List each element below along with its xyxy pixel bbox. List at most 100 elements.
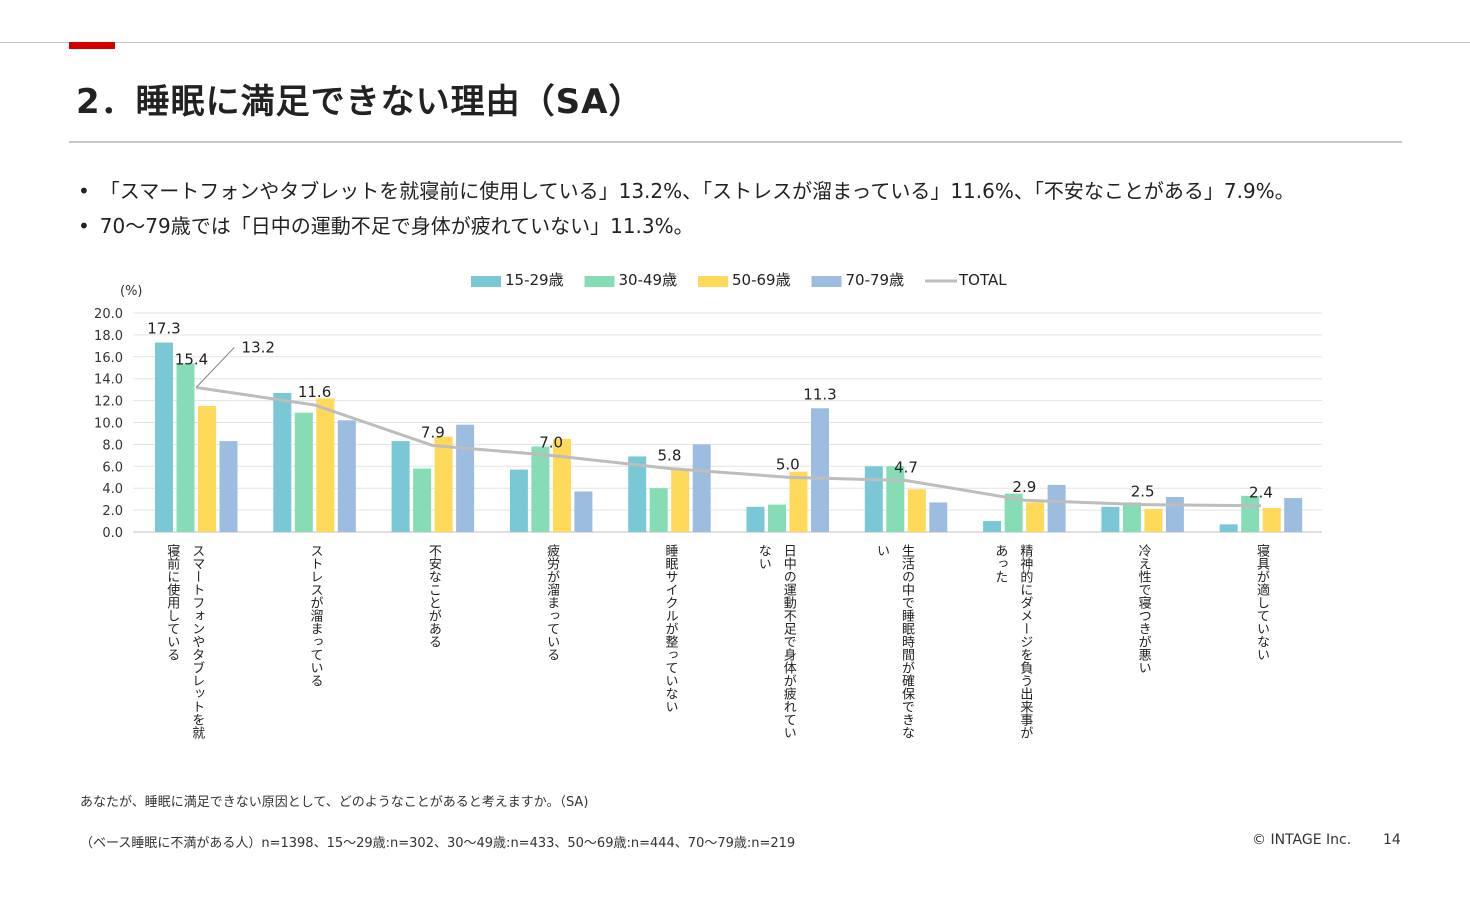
- bar: [413, 468, 432, 532]
- bar: [1144, 509, 1163, 532]
- page-title: 2．睡眠に満足できない理由（SA）: [76, 82, 644, 122]
- category-label-line: 生活の中で睡眠時間が確保できな: [899, 544, 915, 739]
- data-label: 11.3: [803, 385, 836, 403]
- y-tick-label: 4.0: [102, 482, 123, 497]
- bar: [219, 441, 238, 532]
- bar: [509, 469, 528, 532]
- data-label: 11.6: [298, 383, 331, 401]
- y-axis-unit: (%): [120, 284, 143, 299]
- bar: [671, 469, 690, 532]
- data-label-leader: [195, 347, 235, 388]
- category-label-line: スマートフォンやタブレットを就: [189, 544, 205, 739]
- category-label: スマートフォンやタブレットを就 寝前に使用している: [159, 544, 209, 739]
- bar: [198, 406, 216, 532]
- y-tick-label: 2.0: [102, 504, 123, 519]
- data-label: 2.4: [1249, 484, 1273, 502]
- bar: [456, 424, 475, 532]
- category-label: 冷え性で寝つきが悪い: [1131, 544, 1156, 674]
- data-label: 5.8: [658, 446, 682, 464]
- bar: [273, 392, 292, 532]
- category-label: 精神的にダメージを負う出来事が あった: [987, 544, 1037, 739]
- bar: [768, 504, 786, 532]
- y-tick-label: 10.0: [94, 417, 123, 432]
- bar: [1026, 502, 1045, 532]
- y-tick-label: 6.0: [102, 460, 123, 475]
- category-label-line: 寝具が適していない: [1253, 544, 1269, 661]
- bar: [907, 489, 926, 532]
- summary-bullet: 70～79歳では「日中の運動不足で身体が疲れていない」11.3%。: [78, 209, 1295, 244]
- category-label-line: あった: [992, 544, 1008, 583]
- legend-swatch: [471, 276, 501, 287]
- title-accent-bar: [69, 42, 115, 49]
- bar: [1284, 498, 1303, 532]
- bar: [574, 491, 593, 532]
- legend-label: 70-79歳: [846, 271, 905, 289]
- bar: [531, 446, 550, 532]
- summary-bullets: 「スマートフォンやタブレットを就寝前に使用している」13.2%、「ストレスが溜ま…: [78, 174, 1295, 244]
- bar: [811, 408, 829, 532]
- data-label: 15.4: [175, 350, 208, 368]
- bar: [929, 502, 948, 532]
- bar: [789, 471, 808, 532]
- legend-label: TOTAL: [958, 271, 1007, 289]
- bar: [337, 420, 356, 532]
- bar: [1101, 506, 1120, 532]
- data-label: 17.3: [147, 320, 180, 338]
- bar: [155, 342, 173, 532]
- sample-base-note: （ベース睡眠に不満がある人）n=1398、15～29歳:n=302、30～49歳…: [80, 836, 796, 851]
- category-label: 生活の中で睡眠時間が確保できない: [869, 544, 919, 739]
- bar: [176, 363, 195, 532]
- bar: [628, 456, 647, 532]
- bar: [1262, 507, 1281, 532]
- category-label: 日中の運動不足で身体が疲れてい ない: [751, 544, 801, 739]
- bar: [692, 444, 711, 532]
- top-rule: [0, 42, 1470, 43]
- y-tick-label: 8.0: [102, 438, 123, 453]
- y-tick-label: 12.0: [94, 395, 123, 410]
- y-tick-label: 0.0: [102, 526, 123, 541]
- category-label-line: い: [874, 544, 890, 557]
- title-divider: [69, 141, 1402, 143]
- bar: [1047, 484, 1066, 532]
- bar: [886, 466, 905, 532]
- category-label: 不安なことがある: [421, 544, 446, 648]
- data-label: 13.2: [242, 338, 275, 356]
- page-number: 14: [1383, 832, 1401, 848]
- bar: [864, 466, 883, 532]
- category-label: 寝具が適していない: [1249, 544, 1274, 661]
- bar: [746, 506, 765, 532]
- bar: [983, 521, 1002, 532]
- bar: [391, 441, 410, 532]
- legend-swatch: [811, 276, 842, 287]
- data-label: 2.9: [1012, 478, 1036, 496]
- y-tick-label: 20.0: [94, 307, 123, 322]
- summary-bullet: 「スマートフォンやタブレットを就寝前に使用している」13.2%、「ストレスが溜ま…: [78, 174, 1295, 209]
- data-label: 4.7: [894, 459, 918, 477]
- data-label: 7.9: [421, 423, 445, 441]
- data-label: 2.5: [1131, 483, 1155, 501]
- legend-label: 30-49歳: [619, 271, 678, 289]
- legend-label: 50-69歳: [732, 271, 791, 289]
- legend-swatch: [698, 276, 728, 287]
- category-label: 疲労が溜まっている: [539, 544, 564, 661]
- bar: [294, 412, 313, 532]
- category-label-line: ない: [755, 544, 771, 570]
- bar: [316, 398, 335, 532]
- y-tick-label: 18.0: [94, 329, 123, 344]
- category-label-line: 寝前に使用している: [164, 544, 180, 661]
- survey-question: あなたが、睡眠に満足できない原因として、どのようなことがあると考えますか。（SA…: [80, 795, 589, 810]
- category-label-line: 疲労が溜まっている: [544, 544, 560, 661]
- bar: [1004, 493, 1023, 532]
- bar: [649, 488, 668, 532]
- category-label-line: 日中の運動不足で身体が疲れてい: [780, 544, 796, 739]
- legend-label: 15-29歳: [505, 271, 564, 289]
- data-label: 7.0: [539, 433, 563, 451]
- bar: [1165, 496, 1184, 532]
- bar: [1122, 502, 1141, 532]
- y-tick-label: 14.0: [94, 373, 123, 388]
- category-label-line: 不安なことがある: [425, 544, 441, 648]
- total-line: [196, 385, 1261, 508]
- y-tick-label: 16.0: [94, 351, 123, 366]
- bar: [552, 438, 571, 532]
